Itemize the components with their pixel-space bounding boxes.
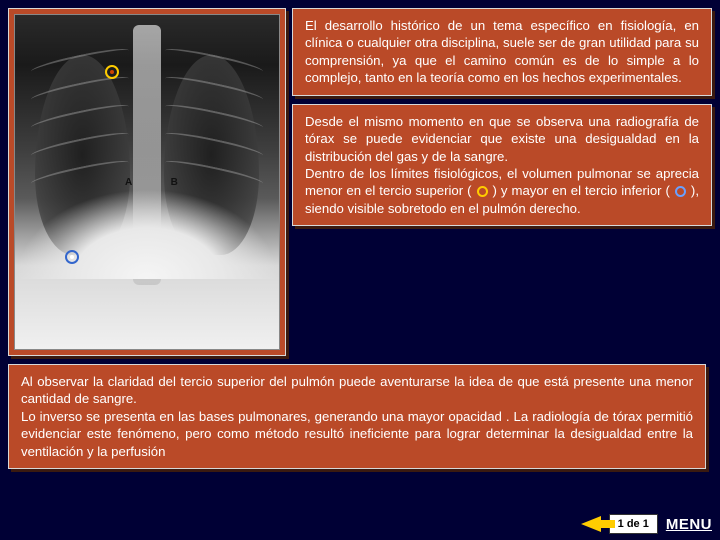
page-indicator: 1 de 1: [609, 514, 658, 534]
paragraph-2b-mid: ) y mayor en el tercio inferior (: [489, 183, 674, 198]
chest-xray-image: A B: [14, 14, 280, 350]
inline-marker-blue-icon: [675, 186, 686, 197]
paragraph-3a-text: Al observar la claridad del tercio super…: [21, 374, 693, 406]
paragraph-1-text: El desarrollo histórico de un tema espec…: [305, 18, 699, 85]
right-text-column: El desarrollo histórico de un tema espec…: [292, 8, 712, 356]
menu-link[interactable]: MENU: [666, 516, 712, 533]
marker-lower-third-icon: [65, 250, 79, 264]
xray-diaphragm: [15, 189, 279, 279]
footer-nav: 1 de 1 MENU: [581, 514, 712, 534]
prev-arrow-icon[interactable]: [581, 516, 601, 532]
marker-upper-third-icon: [105, 65, 119, 79]
slide-container: A B El desarrollo histórico de un tema e…: [0, 0, 720, 540]
xray-panel: A B: [8, 8, 286, 356]
paragraph-3: Al observar la claridad del tercio super…: [8, 364, 706, 469]
paragraph-2a-text: Desde el mismo momento en que se observa…: [305, 114, 699, 164]
paragraph-2: Desde el mismo momento en que se observa…: [292, 104, 712, 227]
top-row: A B El desarrollo histórico de un tema e…: [8, 8, 712, 356]
paragraph-1: El desarrollo histórico de un tema espec…: [292, 8, 712, 96]
inline-marker-yellow-icon: [477, 186, 488, 197]
xray-ab-label: A B: [125, 177, 196, 188]
paragraph-3b-text: Lo inverso se presenta en las bases pulm…: [21, 409, 693, 459]
